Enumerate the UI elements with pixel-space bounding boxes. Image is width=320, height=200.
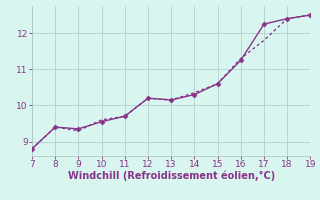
X-axis label: Windchill (Refroidissement éolien,°C): Windchill (Refroidissement éolien,°C) xyxy=(68,171,275,181)
